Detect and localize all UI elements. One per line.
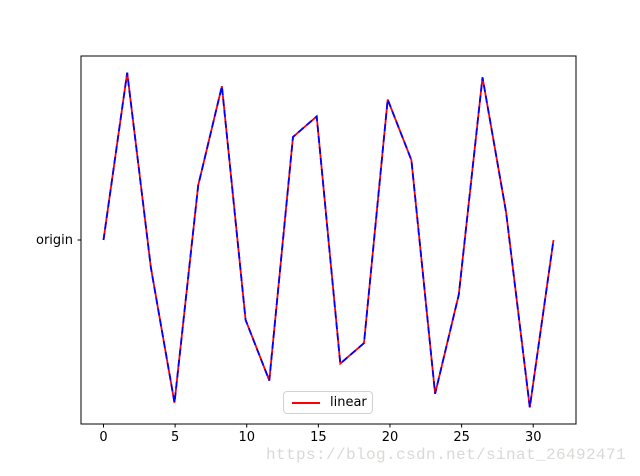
legend-label: linear [330,395,367,410]
x-tick-label: 30 [525,430,542,445]
x-tick-label: 20 [382,430,399,445]
x-tick-label: 15 [310,430,327,445]
legend: linear [283,391,373,414]
series-line-origin [102,72,555,408]
x-tick-label: 10 [238,430,255,445]
x-tick-label: 5 [171,430,179,445]
watermark: https://blog.csdn.net/sinat_26492471 [266,446,627,464]
x-tick-label: 25 [453,430,470,445]
x-tick-label: 0 [99,430,107,445]
legend-line-sample [292,401,320,404]
y-tick-label: origin [35,233,73,248]
